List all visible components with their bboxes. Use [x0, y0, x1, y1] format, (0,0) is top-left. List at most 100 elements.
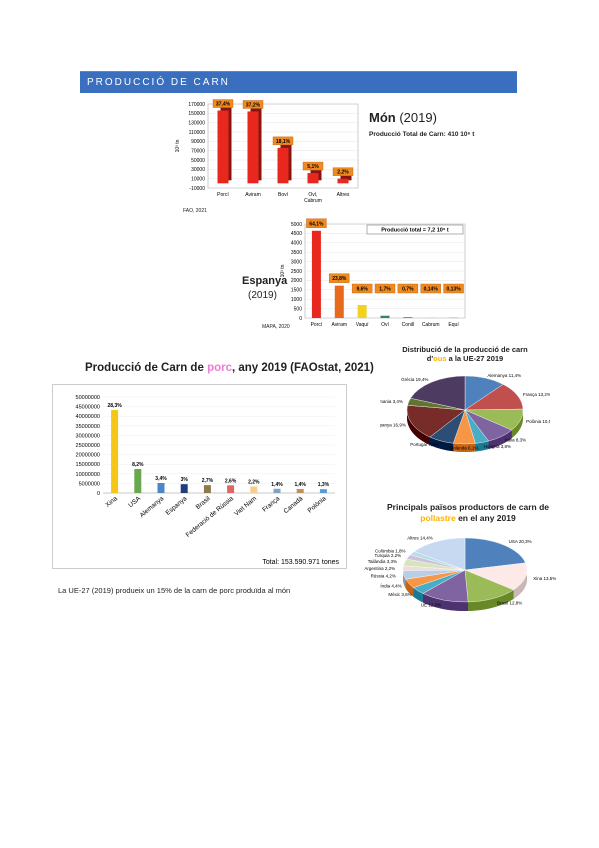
poultry-slice [464, 569, 514, 603]
spain-data-label: 0,7% [402, 287, 414, 293]
world-data-label: 37,4% [216, 102, 231, 108]
spain-bar [334, 285, 344, 318]
pork-x-tick: Alemanya [139, 495, 166, 519]
world-x-tick: Altres [337, 192, 350, 198]
spain-y-tick: 5000 [291, 222, 302, 228]
spain-total-box [366, 224, 464, 235]
world-bar [217, 110, 229, 184]
world-bar [277, 147, 289, 184]
spain-year: (2019) [248, 290, 277, 301]
poultry-pie-block: USA 20,3% Xina 13,5% Brasil 12,8% UE 12,0% M… [360, 528, 570, 628]
eggs-slice-label: Itàlia 8,3% [505, 437, 526, 442]
eggs-slice-side [511, 409, 523, 439]
spain-title: Espanya [242, 275, 288, 287]
eggs-slice-side [453, 443, 476, 452]
pork-y-tick: 5000000 [79, 481, 100, 487]
pork-title-prefix: Producció de Carn de [85, 362, 208, 374]
pork-data-label: 2,6% [225, 478, 237, 484]
eggs-title2-suffix: a la UE-27 2019 [446, 354, 504, 363]
world-label-box [272, 136, 294, 146]
world-data-label: 2,2% [337, 170, 349, 176]
poultry-slice-side [513, 562, 527, 599]
world-title: Món (2019) [369, 110, 437, 125]
spain-x-tick: Equí [448, 322, 459, 328]
spain-label-box [351, 283, 373, 294]
eggs-slice-side [407, 405, 430, 446]
pork-y-tick: 30000000 [76, 433, 100, 439]
poultry-slice-label: Argentina 2,2% [364, 566, 395, 571]
pork-bar [319, 489, 327, 493]
poultry-slice-side [413, 587, 423, 603]
pork-title: Producció de Carn de porc, any 2019 (FAO… [85, 362, 374, 374]
world-data-label: 37,2% [246, 102, 261, 108]
world-x-tick: Oví, [308, 192, 317, 198]
spain-source: MAPA, 2020 [262, 324, 290, 330]
world-y-tick: 70000 [191, 148, 205, 154]
world-x-tick: Porcí [217, 192, 229, 198]
eggs-title: Distribució de la producció de carn d'ou… [385, 345, 545, 363]
poultry-slice-label: Turquia 2,2% [375, 553, 402, 558]
eggs-slice-label: Espanya 16,9% [380, 422, 406, 427]
eggs-slice-label: Portugal 7,1% [410, 442, 438, 447]
world-x-tick: Aviram [245, 192, 260, 198]
eggs-title-line1: Distribució de la producció de carn [402, 345, 528, 354]
eggs-title-line2: d'ous a la UE-27 2019 [385, 354, 545, 363]
poultry-title2-suffix: en el any 2019 [455, 513, 516, 523]
eggs-title2-highlight: ous [433, 354, 447, 363]
eggs-slice-side [488, 430, 512, 450]
pork-x-tick: USA [127, 495, 142, 509]
pork-y-tick: 15000000 [76, 462, 100, 468]
spain-label-box [329, 273, 350, 283]
poultry-slice [464, 537, 526, 571]
poultry-title-line1: Principals països productors de carn de [386, 502, 550, 512]
poultry-slice-side [468, 589, 514, 611]
poultry-title2-highlight: pollastre [420, 513, 456, 523]
poultry-slice-side [405, 579, 414, 597]
pork-bar [227, 485, 235, 493]
pork-data-label: 28,3% [108, 403, 123, 409]
spain-y-tick: 0 [299, 316, 302, 322]
pork-y-tick: 25000000 [76, 443, 100, 449]
poultry-title: Principals països productors de carn de … [368, 502, 568, 524]
pork-data-label: 1,4% [294, 482, 306, 488]
eggs-slice-label: Romania 3,4% [380, 399, 403, 404]
spain-y-label: 10³ tn [280, 264, 286, 277]
world-chart-block: 170000 150000 130000 110000 90000 70000 50000 3… [170, 96, 400, 218]
eggs-slice [406, 405, 466, 438]
pork-x-tick: Espanya [165, 495, 189, 517]
spain-label-box [420, 283, 441, 294]
world-bar [247, 111, 259, 184]
world-y-tick: 30000 [191, 167, 205, 173]
eggs-slice-label: Alemanya 11,4% [487, 373, 521, 378]
pork-y-tick: 0 [97, 491, 100, 497]
spain-data-label: 1,7% [379, 287, 391, 293]
pork-y-tick: 45000000 [76, 405, 100, 411]
pork-chart-panel: 50000000 45000000 40000000 35000000 30000000… [52, 384, 347, 569]
world-y-tick: -10000 [189, 186, 205, 192]
eggs-slice-side [475, 441, 489, 452]
eggs-title2-prefix: d' [426, 354, 434, 363]
poultry-pie-chart: USA 20,3% Xina 13,5% Brasil 12,8% UE 12,0% M… [364, 535, 556, 611]
world-label-box [212, 99, 234, 108]
world-y-tick: 90000 [191, 139, 205, 145]
spain-total: Producció total = 7,2 10⁶ t [381, 228, 449, 234]
section-title: PRODUCCIÓ DE CARN [87, 77, 230, 88]
poultry-slice [464, 562, 528, 591]
pork-total: Total: 153.590.971 tones [262, 559, 339, 566]
spain-label-box [374, 283, 396, 294]
world-y-tick: 130000 [188, 120, 205, 126]
pork-data-label: 8,2% [132, 462, 144, 468]
eggs-slice-label: Polònia 10,5% [526, 419, 550, 424]
world-bar [337, 178, 349, 184]
world-bar [307, 173, 319, 184]
world-bar-shadow [340, 175, 352, 181]
poultry-slice-label: Rússia 4,2% [371, 574, 396, 579]
spain-y-tick: 4500 [291, 231, 302, 237]
pork-data-label: 2,7% [202, 478, 214, 484]
pork-bar [111, 410, 119, 493]
pork-y-tick: 50000000 [76, 395, 100, 401]
spain-label-box [306, 218, 327, 228]
world-year: (2019) [399, 110, 437, 125]
world-y-tick: 150000 [188, 111, 205, 117]
pork-y-tick: 10000000 [76, 472, 100, 478]
